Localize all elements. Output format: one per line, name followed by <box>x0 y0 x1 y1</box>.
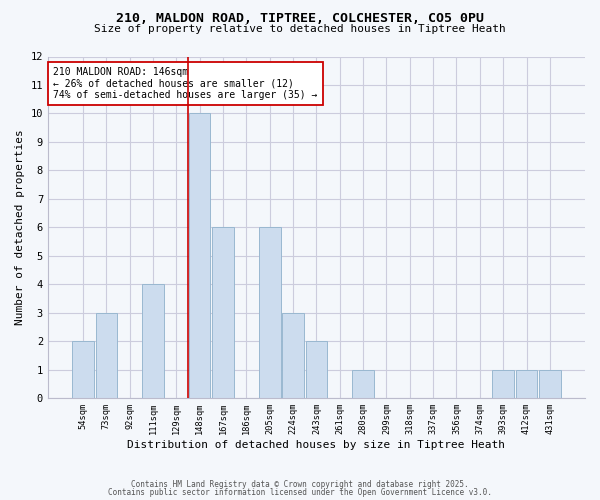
Bar <box>142 284 164 398</box>
Bar <box>212 228 234 398</box>
X-axis label: Distribution of detached houses by size in Tiptree Heath: Distribution of detached houses by size … <box>127 440 505 450</box>
Text: 210, MALDON ROAD, TIPTREE, COLCHESTER, CO5 0PU: 210, MALDON ROAD, TIPTREE, COLCHESTER, C… <box>116 12 484 26</box>
Bar <box>493 370 514 398</box>
Bar <box>352 370 374 398</box>
Bar <box>259 228 281 398</box>
Bar <box>95 312 117 398</box>
Text: Contains public sector information licensed under the Open Government Licence v3: Contains public sector information licen… <box>108 488 492 497</box>
Bar <box>73 341 94 398</box>
Text: 210 MALDON ROAD: 146sqm
← 26% of detached houses are smaller (12)
74% of semi-de: 210 MALDON ROAD: 146sqm ← 26% of detache… <box>53 66 317 100</box>
Bar <box>306 341 327 398</box>
Bar <box>539 370 560 398</box>
Bar <box>189 114 211 398</box>
Text: Contains HM Land Registry data © Crown copyright and database right 2025.: Contains HM Land Registry data © Crown c… <box>131 480 469 489</box>
Bar <box>516 370 537 398</box>
Bar <box>283 312 304 398</box>
Text: Size of property relative to detached houses in Tiptree Heath: Size of property relative to detached ho… <box>94 24 506 34</box>
Y-axis label: Number of detached properties: Number of detached properties <box>15 130 25 325</box>
